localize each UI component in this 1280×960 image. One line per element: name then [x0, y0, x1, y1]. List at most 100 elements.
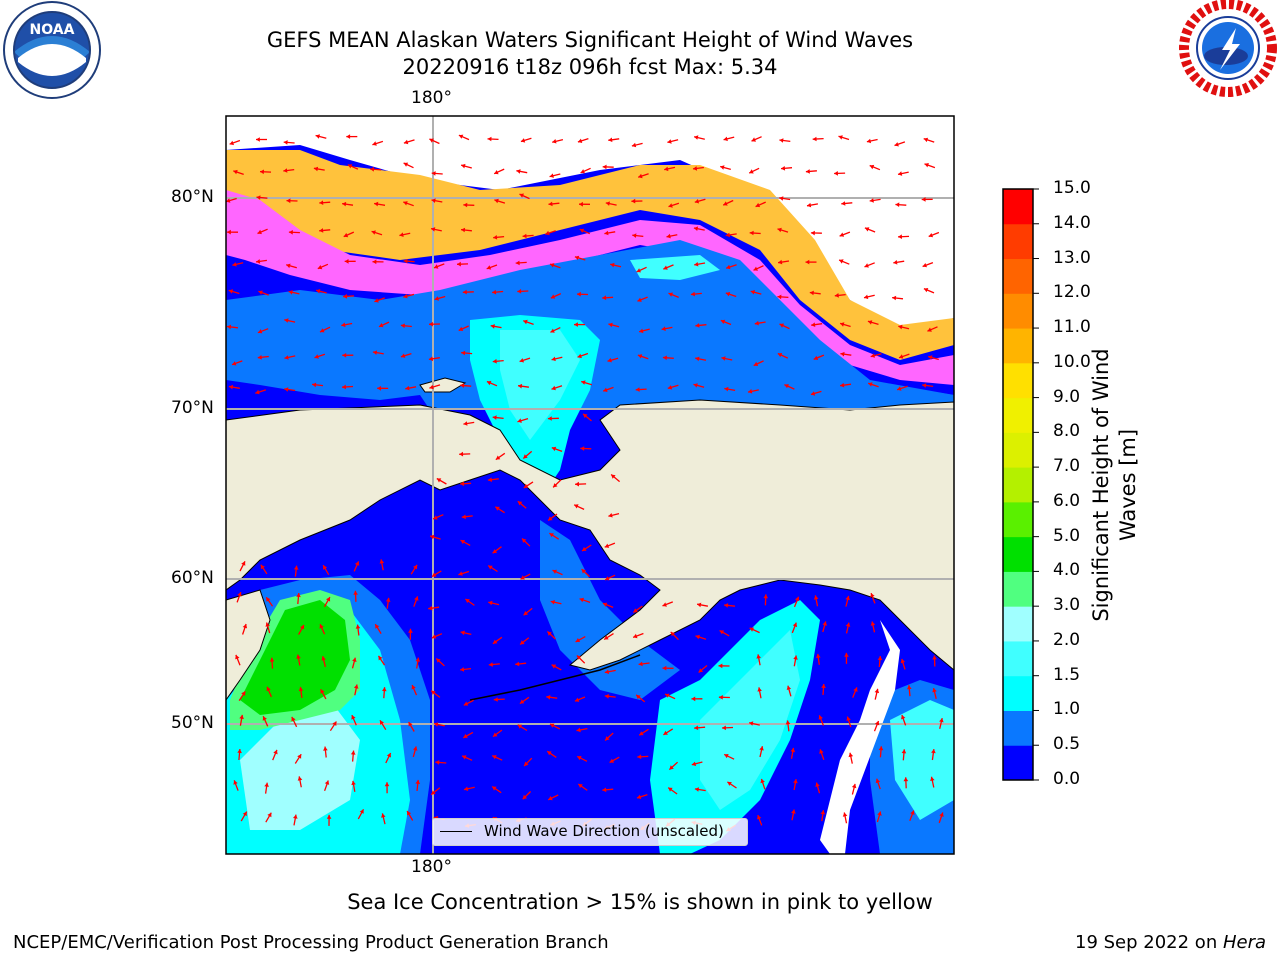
- wind-wave-arrowhead: [518, 383, 523, 389]
- wind-wave-arrowhead: [604, 635, 609, 640]
- wind-wave-arrowhead: [778, 259, 783, 265]
- wind-wave-arrowhead: [777, 227, 782, 233]
- wind-wave-arrowhead: [464, 786, 469, 791]
- wind-wave-arrowhead: [694, 199, 700, 204]
- wind-wave-arrowhead: [605, 736, 610, 741]
- wind-wave-arrowhead: [375, 624, 380, 629]
- wind-wave-arrowhead: [431, 572, 437, 577]
- wind-wave-arrowhead: [662, 665, 667, 671]
- wind-wave-arrowhead: [753, 266, 758, 271]
- colorbar-segment: [1003, 432, 1033, 468]
- wind-wave-arrowhead: [577, 138, 583, 143]
- colorbar-tick-label: 1.5: [1053, 664, 1081, 685]
- wind-wave-arrowhead: [694, 262, 699, 267]
- wind-wave-arrowhead: [385, 597, 391, 602]
- wind-wave-arrowhead: [492, 639, 498, 644]
- wind-wave-arrowhead: [815, 782, 820, 787]
- wind-wave-arrowhead: [428, 356, 434, 362]
- wind-wave-arrowhead: [723, 201, 728, 206]
- wind-wave-arrowhead: [639, 328, 644, 334]
- wind-wave-arrowhead: [342, 353, 347, 358]
- wind-wave-arrowhead: [519, 699, 525, 704]
- wind-wave-arrowhead: [524, 761, 529, 766]
- wind-wave-arrowhead: [901, 715, 906, 720]
- wind-wave-arrowhead: [408, 722, 413, 727]
- wind-wave-arrowhead: [459, 451, 464, 457]
- wind-wave-arrowhead: [759, 746, 764, 751]
- wind-wave-arrowhead: [488, 565, 493, 570]
- wind-wave-arrowhead: [321, 656, 326, 661]
- wind-wave-arrowhead: [574, 255, 580, 261]
- wind-wave-arrowhead: [848, 752, 854, 758]
- wind-wave-arrowhead: [260, 564, 265, 570]
- wind-wave-arrowhead: [669, 765, 674, 770]
- wind-wave-arrowhead: [892, 295, 897, 301]
- wind-wave-arrowhead: [232, 361, 237, 366]
- wind-wave-arrowhead: [520, 138, 526, 143]
- wind-wave-arrowhead: [574, 697, 580, 702]
- wind-wave-arrowhead: [463, 701, 469, 706]
- wind-wave-arrowhead: [286, 263, 291, 269]
- wind-wave-arrowhead: [519, 358, 524, 363]
- legend-line-icon: [440, 831, 472, 832]
- wind-wave-arrowhead: [939, 812, 944, 817]
- wind-wave-arrowhead: [379, 323, 384, 328]
- wind-wave-arrowhead: [841, 201, 846, 206]
- wind-wave-arrowhead: [579, 228, 585, 233]
- wind-wave-arrowhead: [256, 259, 261, 264]
- wind-wave-arrowhead: [403, 162, 409, 167]
- wind-wave-arrowhead: [723, 136, 728, 142]
- wind-wave-arrowhead: [667, 139, 672, 144]
- wind-wave-arrowhead: [923, 288, 929, 293]
- wind-wave-arrowhead: [374, 201, 379, 207]
- wind-wave-arrowhead: [515, 661, 520, 667]
- wind-wave-arrowhead: [519, 193, 524, 198]
- wind-wave-arrowhead: [750, 290, 755, 295]
- wind-wave-arrowhead: [293, 814, 298, 819]
- wind-wave-arrowhead: [864, 294, 869, 300]
- colorbar-tick-label: 5.0: [1053, 525, 1081, 546]
- chart-subtitle: 20220916 t18z 096h fcst Max: 5.34: [402, 55, 778, 79]
- wind-wave-arrowhead: [790, 747, 796, 753]
- wind-wave-arrowhead: [256, 195, 261, 200]
- wind-wave-arrowhead: [602, 295, 607, 301]
- wind-wave-arrowhead: [895, 202, 900, 207]
- wind-wave-arrowhead: [320, 328, 325, 333]
- wind-wave-arrowhead: [777, 294, 782, 300]
- wind-wave-arrowhead: [690, 291, 695, 297]
- wind-wave-arrowhead: [461, 163, 466, 169]
- wind-wave-arrowhead: [603, 387, 608, 392]
- wind-wave-arrowhead: [874, 688, 880, 694]
- wind-wave-arrowhead: [517, 418, 522, 423]
- colorbar-tick-label: 0.0: [1053, 769, 1081, 789]
- wind-wave-arrowhead: [698, 668, 703, 673]
- wind-wave-arrowhead: [581, 569, 586, 574]
- wind-wave-arrowhead: [898, 234, 902, 239]
- colorbar-segment: [1003, 223, 1033, 260]
- colorbar-segment: [1003, 189, 1033, 225]
- wind-wave-arrowhead: [458, 571, 463, 576]
- wind-wave-arrowhead: [235, 654, 240, 660]
- wind-wave-arrowhead: [257, 355, 262, 360]
- wind-wave-arrowhead: [283, 168, 288, 173]
- wind-wave-arrowhead: [757, 687, 762, 692]
- wind-wave-arrowhead: [352, 657, 357, 662]
- wind-wave-arrowhead: [316, 289, 321, 294]
- wind-wave-arrowhead: [545, 230, 550, 236]
- wind-wave-arrowhead: [461, 514, 466, 520]
- wind-wave-arrowhead: [924, 163, 929, 168]
- wind-wave-arrowhead: [807, 202, 812, 208]
- wind-wave-arrowhead: [403, 201, 408, 206]
- wind-wave-arrowhead: [550, 263, 555, 268]
- wind-wave-arrowhead: [460, 540, 465, 545]
- wind-wave-arrowhead: [350, 750, 356, 755]
- wind-wave-arrowhead: [317, 265, 323, 270]
- wind-wave-arrowhead: [258, 290, 263, 295]
- wind-wave-arrowhead: [818, 715, 823, 720]
- wind-wave-arrowhead: [548, 201, 553, 207]
- wind-wave-arrowhead: [232, 262, 237, 267]
- wind-wave-arrowhead: [233, 780, 238, 785]
- wind-wave-arrowhead: [602, 602, 608, 607]
- wind-wave-arrowhead: [551, 446, 557, 452]
- wind-wave-arrowhead: [257, 229, 262, 235]
